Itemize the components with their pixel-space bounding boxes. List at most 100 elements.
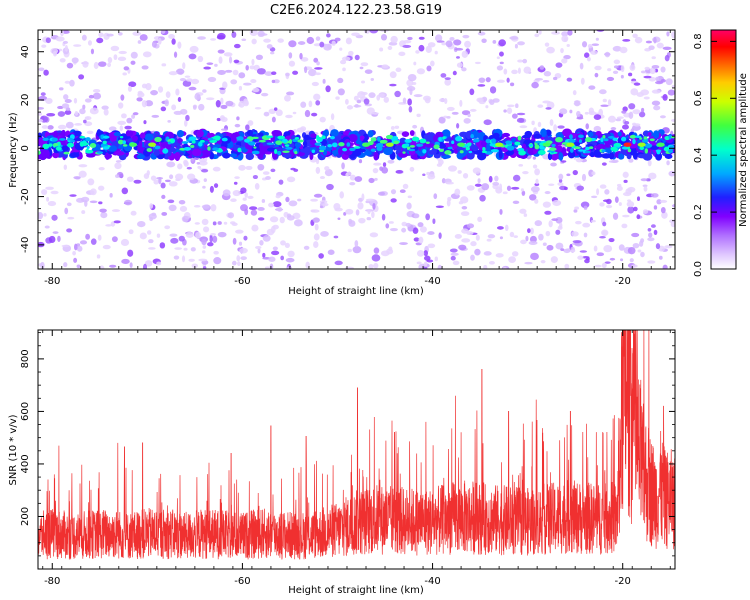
spectrogram-speckle [257, 207, 265, 211]
spectrogram-speckle [658, 255, 663, 260]
spectrogram-speckle [495, 253, 504, 258]
spectrogram-band-hotspot [585, 137, 593, 143]
spectrogram-speckle [394, 90, 401, 98]
spectrogram-speckle [561, 35, 569, 43]
spectrogram-speckle [285, 72, 290, 77]
snr-frame [37, 329, 676, 570]
spectrogram-speckle [118, 50, 127, 55]
spectrogram-speckle [249, 65, 255, 70]
spectrogram-speckle [534, 78, 543, 81]
spectrogram-speckle [640, 89, 650, 96]
spectrogram-band-hotspot [67, 142, 74, 148]
spectrogram-band-hotspot [89, 142, 97, 149]
spectrogram-speckle [671, 118, 675, 122]
spectrogram-band-blob [222, 152, 231, 159]
spectrogram-band-hotspot [265, 135, 274, 138]
spectrogram-speckle [614, 196, 619, 203]
spectrogram-speckle [560, 248, 565, 252]
spectrogram-speckle [146, 230, 152, 235]
spectrogram-speckle [99, 265, 105, 269]
spectrogram-band-hotspot [349, 147, 356, 152]
spectrogram-speckle [88, 94, 94, 99]
spectrogram-speckle [213, 250, 219, 255]
spectrogram-speckle [535, 178, 539, 185]
spectrogram-speckle [72, 250, 76, 256]
spectrogram-speckle [481, 38, 487, 44]
spectrogram-speckle [462, 172, 469, 179]
spectrogram-speckle [552, 199, 562, 207]
spectrogram-speckle [262, 252, 266, 258]
spectrogram-band-hotspot [48, 143, 53, 147]
spectrogram-speckle [184, 75, 191, 78]
spectrogram-speckle [575, 220, 582, 225]
spectrogram-speckle [108, 126, 117, 131]
spectrogram-speckle [348, 218, 353, 224]
spectrogram-speckle [175, 68, 185, 75]
spectrogram-band-hotspot [42, 143, 50, 149]
spectrogram-speckle [337, 88, 345, 96]
spectrogram-speckle [629, 64, 636, 71]
spectrogram-speckle [272, 246, 278, 251]
spectrogram-speckle [51, 214, 58, 221]
spectrogram-speckle [185, 231, 194, 238]
spectrogram-speckle [129, 262, 133, 268]
spectrogram-band-blob [338, 147, 343, 156]
spectrogram-speckle [626, 201, 635, 208]
spectrogram-speckle [596, 252, 605, 257]
spectrogram-speckle [413, 94, 423, 98]
spectrogram-speckle [92, 92, 102, 100]
spectrogram-speckle [168, 181, 178, 187]
spectrogram-band-blob [588, 131, 594, 138]
spectrogram-speckle [628, 158, 634, 163]
spectrogram-speckle [109, 264, 117, 268]
spectrogram-band-hotspot [601, 149, 606, 153]
spectrogram-band-hotspot [314, 142, 322, 146]
spectrogram-speckle [319, 41, 325, 48]
spectrogram-speckle [62, 40, 69, 44]
spectrogram-band-hotspot [613, 142, 622, 147]
spectrogram-band-hotspot [375, 142, 384, 149]
spectrogram-speckle [213, 183, 219, 189]
spectrogram-speckle [117, 56, 127, 61]
spectrogram-band-hotspot [277, 135, 286, 140]
spectrogram-speckle [84, 98, 92, 103]
spectrogram-speckle [596, 188, 600, 196]
spectrogram-speckle [660, 66, 666, 73]
spectrogram-speckle [360, 62, 369, 67]
spectrogram-speckle [622, 214, 630, 218]
spectrogram-band-hotspot [58, 138, 66, 141]
spectrogram-speckle [158, 177, 162, 185]
spectrogram-speckle [631, 264, 638, 268]
spectrogram-speckle [130, 51, 138, 59]
spectrogram-speckle [203, 66, 212, 70]
spectrogram-speckle [667, 89, 675, 96]
spectrogram-speckle [395, 170, 404, 174]
spectrogram-speckle [64, 80, 71, 84]
spectrogram-speckle [124, 125, 132, 130]
spectrogram-speckle [115, 160, 122, 163]
spectrogram-speckle [349, 174, 356, 181]
spectrogram-speckle [285, 196, 290, 203]
spectrogram-band-hotspot [85, 137, 91, 142]
spectrogram-speckle [555, 216, 563, 224]
spectrogram-speckle [548, 220, 553, 228]
spectrogram-band-hotspot [96, 151, 104, 154]
colorbar-ticks: 0.0 0.2 0.4 0.6 0.8 [693, 33, 736, 277]
spectrogram-band-blob [258, 132, 264, 137]
spectrogram-speckle [212, 221, 217, 226]
spectrogram-speckle [227, 212, 235, 219]
spectrogram-band-blob [362, 133, 369, 142]
spectrogram-speckle [232, 69, 239, 76]
spectrogram-speckle [153, 179, 160, 185]
spectrogram-band-hotspot [433, 144, 440, 150]
spectrogram-speckle [454, 233, 462, 239]
spectrogram-band-hotspot [42, 137, 49, 141]
spectrogram-speckle [608, 160, 618, 163]
spectrogram-speckle [544, 191, 551, 195]
spectrogram-band-hotspot [404, 138, 412, 143]
spectrogram-speckle [286, 266, 292, 269]
spectrogram-speckle [171, 104, 177, 111]
spectrogram-band-hotspot [385, 134, 394, 140]
spectrogram-speckle [579, 250, 588, 253]
spectrogram-speckle [380, 250, 390, 257]
